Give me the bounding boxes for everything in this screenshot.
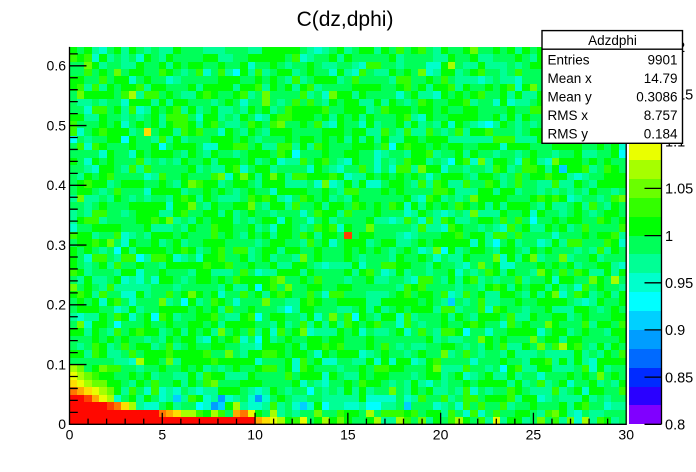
svg-text:0.1: 0.1 [47, 356, 67, 372]
svg-text:1: 1 [665, 229, 673, 245]
svg-text:0.2: 0.2 [47, 297, 67, 313]
svg-text:Entries: Entries [548, 52, 590, 67]
svg-text:0.4: 0.4 [47, 177, 67, 193]
svg-text:0: 0 [58, 416, 66, 432]
svg-text:Mean x: Mean x [548, 71, 593, 86]
svg-text:0.184: 0.184 [644, 127, 678, 142]
svg-text:0.3: 0.3 [47, 237, 67, 253]
svg-text:15: 15 [340, 427, 356, 443]
svg-text:9901: 9901 [647, 52, 677, 67]
svg-text:25: 25 [526, 427, 542, 443]
svg-text:0.6: 0.6 [47, 58, 67, 74]
svg-text:20: 20 [433, 427, 449, 443]
svg-text:0.5: 0.5 [47, 118, 67, 134]
svg-text:RMS y: RMS y [548, 127, 589, 142]
svg-text:10: 10 [247, 427, 263, 443]
svg-text:0.3086: 0.3086 [636, 90, 677, 105]
svg-text:0: 0 [66, 427, 74, 443]
svg-text:RMS x: RMS x [548, 108, 589, 123]
svg-text:14.79: 14.79 [644, 71, 678, 86]
svg-text:0.8: 0.8 [665, 418, 685, 434]
svg-text:5: 5 [158, 427, 166, 443]
svg-text:C(dz,dphi): C(dz,dphi) [297, 8, 394, 31]
svg-text:8.757: 8.757 [644, 108, 678, 123]
svg-text:30: 30 [618, 427, 634, 443]
svg-text:Adzdphi: Adzdphi [588, 33, 637, 48]
svg-text:1.05: 1.05 [665, 182, 693, 198]
svg-text:0.95: 0.95 [665, 276, 693, 292]
svg-text:0.85: 0.85 [665, 370, 693, 386]
svg-text:0.9: 0.9 [665, 323, 685, 339]
svg-text:Mean y: Mean y [548, 90, 593, 105]
